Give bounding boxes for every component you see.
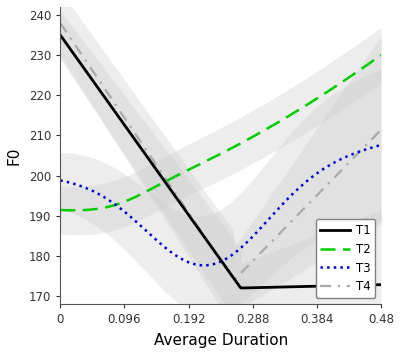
Y-axis label: F0: F0 (7, 146, 22, 165)
Legend: T1, T2, T3, T4: T1, T2, T3, T4 (316, 219, 375, 298)
X-axis label: Average Duration: Average Duration (154, 333, 288, 348)
